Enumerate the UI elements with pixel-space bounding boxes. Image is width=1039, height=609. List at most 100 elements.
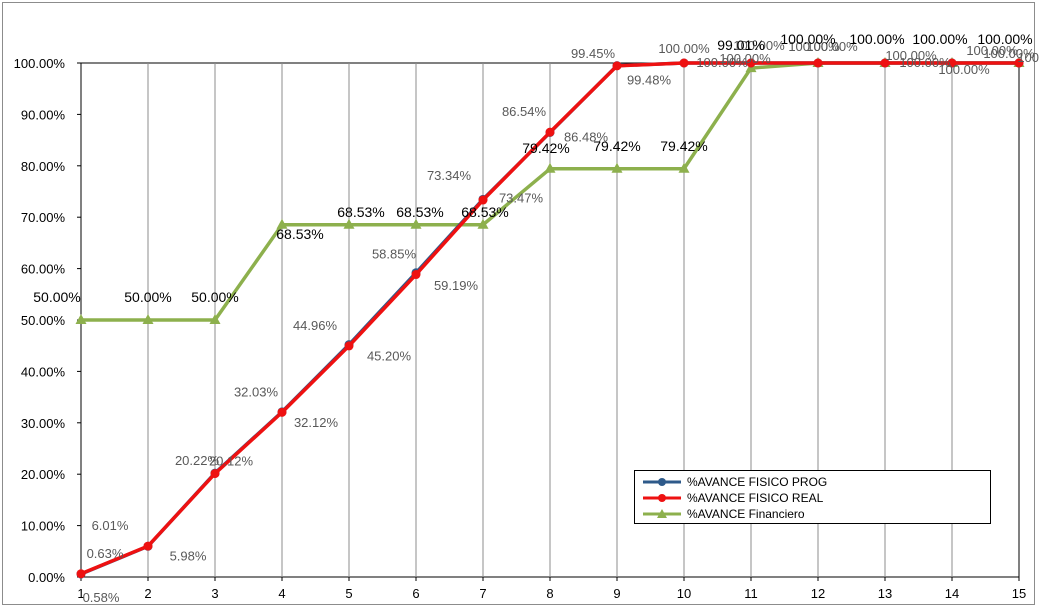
y-tick-label: 50.00%	[21, 313, 66, 328]
data-point-triangle	[611, 162, 623, 173]
x-tick-label: 1	[77, 586, 84, 601]
x-tick-label: 12	[811, 586, 825, 601]
x-tick-label: 13	[878, 586, 892, 601]
data-label-real: 100.00%	[885, 48, 937, 63]
data-label-real: 100.00%	[658, 41, 710, 56]
data-label-financiero: 79.42%	[660, 138, 707, 154]
data-label-financiero: 68.53%	[276, 226, 323, 242]
data-label-prog: 100.00%	[899, 55, 951, 70]
data-label-real: 0.63%	[87, 546, 124, 561]
data-label-financiero: 79.42%	[593, 138, 640, 154]
y-tick-label: 0.00%	[28, 570, 65, 585]
data-point-circle	[679, 58, 689, 68]
data-point-triangle	[410, 218, 422, 229]
legend: %AVANCE FISICO PROG %AVANCE FISICO REAL …	[634, 470, 991, 524]
data-point-triangle	[678, 162, 690, 173]
data-label-financiero: 100.00%	[977, 31, 1032, 47]
legend-item-real: %AVANCE FISICO REAL	[641, 490, 823, 506]
data-label-prog: 99.48%	[627, 73, 672, 88]
data-label-real: 32.03%	[234, 384, 279, 399]
data-point-circle	[612, 61, 622, 71]
data-label-prog: 100.00%	[696, 55, 748, 70]
data-label-financiero: 50.00%	[191, 289, 238, 305]
data-point-circle	[1014, 58, 1024, 68]
data-label-prog: 5.98%	[170, 548, 207, 563]
y-tick-label: 10.00%	[21, 519, 66, 534]
data-point-circle	[277, 407, 287, 417]
data-label-prog: 86.48%	[564, 129, 609, 144]
data-label-prog: 0.58%	[83, 590, 120, 605]
data-point-circle	[947, 58, 957, 68]
data-label-real: 100.00%	[719, 51, 771, 66]
legend-label-prog: %AVANCE FISICO PROG	[687, 475, 828, 489]
data-label-prog: 20.22%	[175, 453, 220, 468]
data-label-prog: 100.00%	[788, 39, 840, 54]
data-label-financiero: 50.00%	[33, 289, 80, 305]
data-point-triangle	[142, 314, 154, 324]
data-point-circle	[344, 341, 354, 351]
data-label-prog: 100.00%	[733, 38, 785, 53]
data-label-real: 6.01%	[92, 518, 129, 533]
data-label-financiero: 99.01%	[717, 37, 764, 53]
data-label-financiero: 100.00%	[849, 31, 904, 47]
data-label-real: 44.96%	[293, 318, 338, 333]
x-tick-label: 6	[412, 586, 419, 601]
data-label-financiero: 68.53%	[461, 204, 508, 220]
data-label-real: 99.45%	[571, 46, 616, 61]
y-tick-label: 100.00%	[14, 56, 66, 71]
data-label-real: 100.00%	[806, 39, 858, 54]
data-point-triangle	[276, 218, 288, 229]
x-tick-label: 7	[479, 586, 486, 601]
legend-item-financiero: %AVANCE Financiero	[641, 506, 805, 522]
y-tick-label: 70.00%	[21, 210, 66, 225]
data-point-circle	[143, 541, 153, 551]
data-point-circle	[76, 569, 86, 579]
data-label-prog: 73.47%	[499, 190, 544, 205]
data-label-financiero: 68.53%	[396, 204, 443, 220]
data-point-circle	[411, 270, 421, 280]
y-tick-label: 20.00%	[21, 467, 66, 482]
data-label-prog: 45.20%	[367, 349, 412, 364]
data-label-real: 100.00%	[938, 62, 990, 77]
data-label-real: 86.54%	[502, 104, 547, 119]
y-tick-label: 60.00%	[21, 262, 66, 277]
data-point-circle	[880, 58, 890, 68]
x-tick-label: 11	[744, 586, 758, 601]
data-label-prog: 100.00%	[1017, 50, 1039, 65]
x-tick-label: 2	[144, 586, 151, 601]
data-label-real: 73.34%	[427, 168, 472, 183]
data-point-circle	[746, 58, 756, 68]
data-label-financiero: 100.00%	[912, 31, 967, 47]
data-label-prog: 100.00%	[966, 43, 1018, 58]
y-tick-label: 30.00%	[21, 416, 66, 431]
y-tick-label: 90.00%	[21, 107, 66, 122]
data-label-real: 58.85%	[372, 247, 417, 262]
data-point-triangle	[343, 218, 355, 229]
x-tick-label: 14	[945, 586, 959, 601]
legend-label-real: %AVANCE FISICO REAL	[687, 491, 824, 505]
data-point-triangle	[544, 162, 556, 173]
data-label-financiero: 100.00%	[780, 31, 835, 47]
x-tick-label: 5	[345, 586, 352, 601]
legend-swatch-financiero	[641, 506, 683, 522]
data-label-financiero: 68.53%	[337, 204, 384, 220]
data-point-triangle	[477, 218, 489, 229]
data-label-financiero: 79.42%	[522, 140, 569, 156]
data-label-prog: 59.19%	[434, 278, 479, 293]
x-tick-label: 3	[211, 586, 218, 601]
data-point-triangle	[75, 314, 87, 324]
data-point-circle	[478, 195, 488, 205]
data-point-circle	[813, 58, 823, 68]
y-tick-label: 80.00%	[21, 159, 66, 174]
legend-item-prog: %AVANCE FISICO PROG	[641, 474, 827, 490]
x-tick-label: 4	[278, 586, 285, 601]
data-label-real: 20.12%	[209, 454, 254, 469]
legend-swatch-prog	[641, 474, 683, 490]
data-point-circle	[545, 127, 555, 137]
y-tick-label: 40.00%	[21, 364, 66, 379]
x-tick-label: 10	[677, 586, 691, 601]
legend-label-financiero: %AVANCE Financiero	[687, 507, 805, 521]
data-label-prog: 32.12%	[294, 415, 339, 430]
x-tick-label: 15	[1012, 586, 1026, 601]
